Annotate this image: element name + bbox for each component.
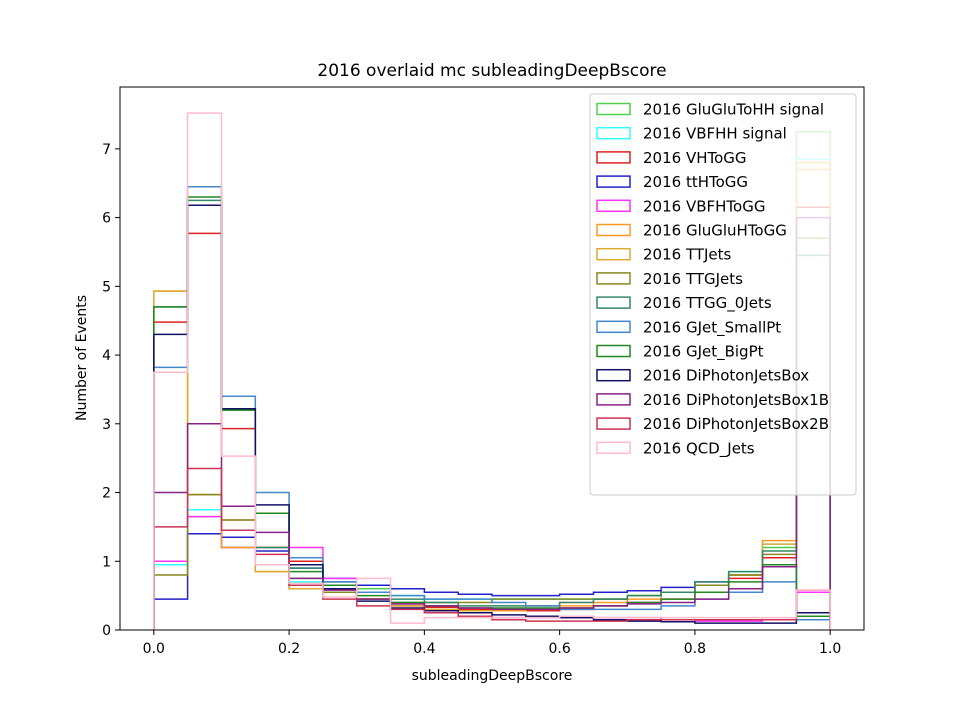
legend-label-6: 2016 TTJets	[643, 246, 732, 264]
legend: 2016 GluGluToHH signal 2016 VBFHH signal 2…	[589, 93, 857, 496]
y-tick-label-3: 3	[102, 417, 111, 433]
legend-swatch-4	[596, 199, 631, 213]
series-14-step-line	[153, 112, 831, 630]
legend-label-8: 2016 TTGG_0Jets	[643, 294, 772, 313]
y-axis: 0 1 2 3 4 5 6 7	[102, 142, 120, 639]
legend-swatch-2	[596, 151, 631, 164]
y-tick-label-1: 1	[102, 554, 111, 570]
legend-label-10: 2016 GJet_BigPt	[643, 343, 764, 362]
legend-label-3: 2016 ttHToGG	[643, 173, 748, 191]
plot-frame	[119, 86, 865, 631]
legend-label-13: 2016 DiPhotonJetsBox2B	[643, 415, 829, 433]
x-tick-label-0: 0.0	[143, 641, 165, 657]
legend-swatch-11	[596, 368, 631, 382]
y-tick-label-6: 6	[102, 211, 111, 227]
legend-swatch-1	[596, 126, 631, 140]
legend-swatch-8	[596, 296, 631, 309]
legend-swatch-12	[596, 393, 631, 406]
y-tick-label-0: 0	[102, 623, 111, 639]
x-tick-label-3: 0.6	[549, 641, 571, 657]
x-tick-label-1: 0.2	[278, 641, 300, 657]
legend-frame	[589, 93, 857, 496]
legend-swatch-7	[596, 272, 631, 285]
legend-label-0: 2016 GluGluToHH signal	[643, 101, 824, 119]
legend-swatch-14	[596, 441, 631, 455]
legend-swatch-5	[596, 223, 631, 237]
y-axis-label: Number of Events	[74, 295, 90, 421]
x-tick-label-4: 0.8	[684, 641, 706, 657]
legend-swatch-13	[596, 417, 631, 430]
legend-label-4: 2016 VBFHToGG	[643, 197, 765, 215]
legend-label-14: 2016 QCD_Jets	[643, 439, 755, 458]
x-tick-label-2: 0.4	[413, 641, 435, 657]
series-13-step-line	[153, 467, 831, 630]
legend-swatch-0	[596, 102, 631, 116]
legend-label-9: 2016 GJet_SmallPt	[643, 318, 781, 337]
legend-label-2: 2016 VHToGG	[643, 149, 747, 167]
series-layer	[153, 112, 831, 630]
legend-label-12: 2016 DiPhotonJetsBox1B	[643, 391, 829, 409]
x-axis: 0.0 0.2 0.4 0.6 0.8 1.0	[143, 630, 841, 657]
y-tick-label-4: 4	[102, 348, 111, 364]
y-tick-label-7: 7	[102, 142, 111, 158]
y-tick-label-2: 2	[102, 486, 111, 502]
chart-title: 2016 overlaid mc subleadingDeepBscore	[317, 61, 666, 81]
legend-swatch-6	[596, 247, 631, 261]
legend-swatch-3	[596, 175, 631, 188]
legend-label-5: 2016 GluGluHToGG	[643, 222, 787, 240]
y-tick-label-5: 5	[102, 279, 111, 295]
legend-label-11: 2016 DiPhotonJetsBox	[643, 367, 809, 385]
legend-swatch-10	[596, 344, 631, 358]
legend-label-1: 2016 VBFHH signal	[643, 125, 787, 143]
legend-label-7: 2016 TTGJets	[643, 270, 743, 288]
x-tick-label-5: 1.0	[819, 641, 841, 657]
legend-swatch-9	[596, 320, 631, 334]
x-axis-label: subleadingDeepBscore	[412, 668, 573, 684]
